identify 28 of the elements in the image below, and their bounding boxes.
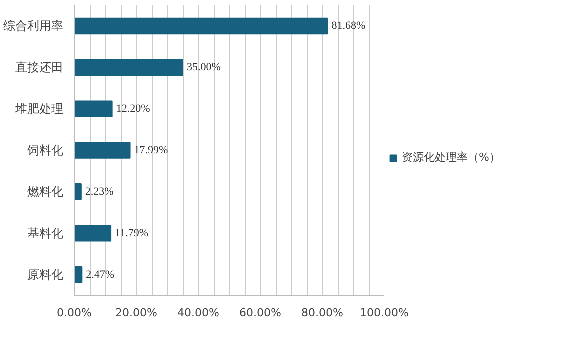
- data-label: 12.20%: [116, 103, 150, 116]
- legend-label: 资源化处理率（%）: [402, 150, 500, 165]
- y-tick-label: 综合利用率: [4, 19, 64, 34]
- x-tick-label: 0.00%: [57, 306, 92, 320]
- data-label: 11.79%: [115, 227, 149, 240]
- bar: [74, 100, 113, 118]
- data-label: 17.99%: [134, 144, 168, 156]
- y-tick-label: 基料化: [28, 226, 64, 240]
- data-label: 81.68%: [332, 20, 366, 32]
- x-tick-label: 20.00%: [116, 306, 158, 320]
- bar: [74, 59, 184, 76]
- bar: [74, 224, 112, 242]
- x-tick-label: 60.00%: [240, 306, 282, 320]
- bar: [74, 142, 131, 159]
- bar: [74, 184, 82, 200]
- bar: [74, 266, 83, 284]
- x-tick-label: 100.00%: [360, 306, 409, 320]
- bar: [74, 18, 328, 35]
- y-tick-label: 堆肥处理: [14, 102, 64, 116]
- data-label: 35.00%: [187, 62, 221, 74]
- x-tick-label: 80.00%: [302, 306, 344, 320]
- y-tick-label: 直接还田: [16, 60, 64, 75]
- y-tick-label: 饲料化: [26, 144, 64, 158]
- x-tick-label: 40.00%: [178, 306, 220, 320]
- data-label: 2.23%: [85, 186, 114, 198]
- y-tick-label: 燃料化: [28, 184, 64, 199]
- data-label: 2.47%: [86, 268, 115, 281]
- y-tick-label: 原料化: [28, 268, 64, 282]
